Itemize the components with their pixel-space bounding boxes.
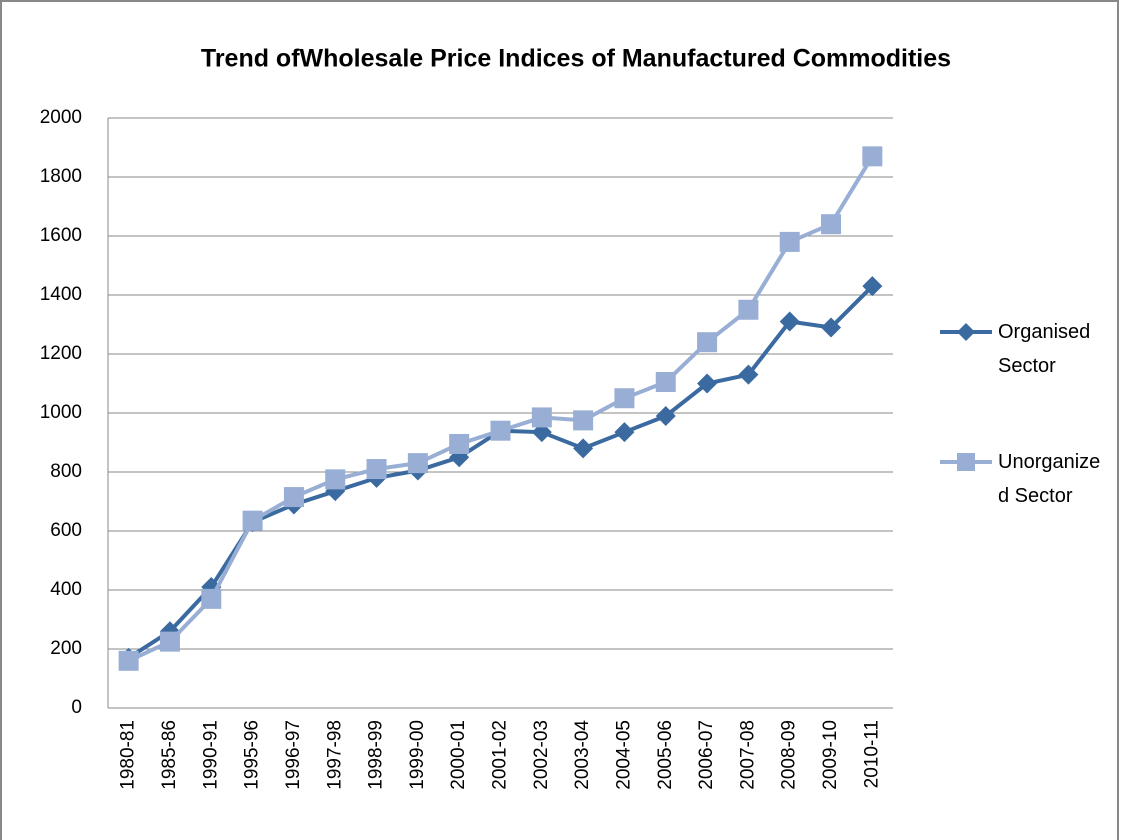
marker [697, 332, 718, 353]
marker [573, 438, 594, 459]
y-tick-label: 1400 [40, 284, 82, 305]
x-tick-label: 1995-96 [242, 720, 263, 790]
marker [118, 650, 139, 671]
y-tick-label: 0 [71, 697, 82, 718]
marker [821, 214, 842, 235]
x-tick-label: 2001-02 [490, 720, 511, 790]
marker [779, 231, 800, 252]
marker [325, 469, 346, 490]
x-tick-label: 2007-08 [737, 720, 758, 790]
marker [283, 487, 304, 508]
legend-label: Unorganized Sector [998, 451, 1101, 507]
marker [862, 276, 883, 297]
marker [957, 323, 975, 341]
x-tick-label: 1980-81 [118, 720, 139, 790]
x-tick-label: 2003-04 [572, 720, 593, 790]
y-tick-label: 2000 [40, 107, 82, 128]
marker [697, 373, 718, 394]
y-tick-label: 1200 [40, 343, 82, 364]
x-tick-label: 1990-91 [200, 720, 221, 790]
x-tick-label: 1999-00 [407, 720, 428, 790]
chart-title: Trend ofWholesale Price Indices of Manuf… [201, 45, 951, 73]
x-tick-label: 2005-06 [655, 720, 676, 790]
marker [862, 146, 883, 167]
marker [366, 459, 387, 480]
legend-label: Organised Sector [998, 321, 1091, 377]
marker [407, 453, 428, 474]
marker [614, 388, 635, 409]
x-tick-label: 2004-05 [613, 720, 634, 790]
x-tick-label: 2009-10 [820, 720, 841, 790]
x-tick-label: 1998-99 [366, 720, 387, 790]
y-tick-label: 400 [50, 579, 82, 600]
marker [201, 588, 222, 609]
marker [573, 410, 594, 431]
series-line [127, 155, 875, 663]
marker [531, 407, 552, 428]
x-tick-label: 1996-97 [283, 720, 304, 790]
y-tick-label: 1800 [40, 166, 82, 187]
x-tick-label: 2008-09 [779, 720, 800, 790]
marker [159, 631, 180, 652]
marker [738, 364, 759, 385]
marker [449, 433, 470, 454]
y-tick-label: 800 [50, 461, 82, 482]
x-tick-label: 1997-98 [324, 720, 345, 790]
marker [738, 299, 759, 320]
x-tick-label: 2002-03 [531, 720, 552, 790]
x-tick-label: 2010-11 [861, 720, 882, 788]
x-tick-label: 1985-86 [159, 720, 180, 790]
marker [779, 311, 800, 332]
marker [242, 510, 263, 531]
marker [614, 422, 635, 443]
y-tick-label: 200 [50, 638, 82, 659]
x-tick-label: 2000-01 [448, 720, 469, 790]
y-tick-label: 1600 [40, 225, 82, 246]
marker [655, 372, 676, 393]
y-tick-label: 600 [50, 520, 82, 541]
marker [821, 317, 842, 338]
y-tick-label: 1000 [40, 402, 82, 423]
marker [490, 420, 511, 441]
x-tick-label: 2006-07 [696, 720, 717, 790]
marker [957, 453, 975, 471]
marker [655, 405, 676, 426]
